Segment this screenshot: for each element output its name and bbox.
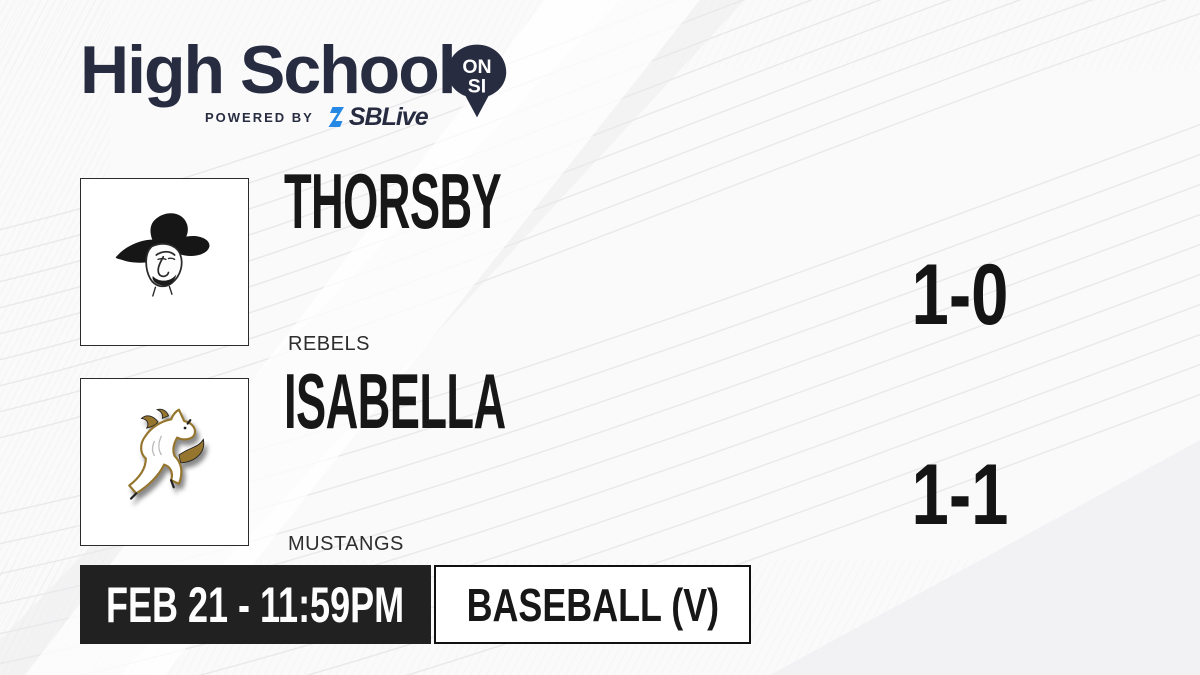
- team-mascot-name: MUSTANGS: [288, 533, 404, 555]
- game-datetime-box: FEB 21 - 11:59PM: [80, 565, 431, 644]
- badge-line-si: SI: [468, 76, 486, 98]
- isabella-mustangs-horse-mascot-icon: [127, 408, 204, 500]
- powered-by-row: POWERED BY SBLive: [205, 102, 429, 132]
- game-datetime: FEB 21 - 11:59PM: [106, 576, 405, 633]
- team-record: 1-1: [911, 447, 1009, 543]
- on-si-pin-badge-icon: ON SI: [447, 44, 507, 118]
- sblive-s-icon: [328, 107, 344, 127]
- team-logo-box: [80, 178, 249, 346]
- sblive-logo: SBLive: [323, 102, 429, 132]
- powered-by-label: POWERED BY: [205, 109, 314, 125]
- thorsby-rebels-cowboy-mascot-icon: [115, 213, 209, 297]
- sport-level-box: BASEBALL (V): [434, 565, 751, 644]
- high-school-on-si-logotype: High School: [80, 32, 457, 108]
- team-logo-box: [80, 378, 249, 546]
- team-record: 1-0: [911, 247, 1009, 343]
- badge-line-on: ON: [462, 56, 491, 78]
- sblive-wordmark: SBLive: [348, 102, 429, 131]
- team-name: ISABELLA: [284, 357, 506, 445]
- team-name: THORSBY: [284, 157, 502, 245]
- sport-level: BASEBALL (V): [466, 578, 719, 631]
- team-mascot-name: REBELS: [288, 333, 370, 355]
